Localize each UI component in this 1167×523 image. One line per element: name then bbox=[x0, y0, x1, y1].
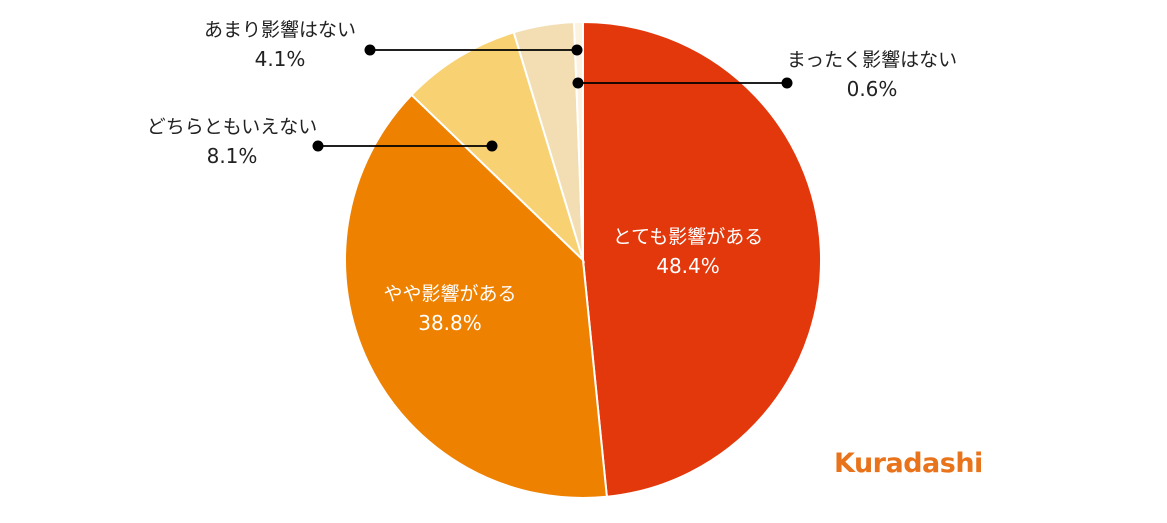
slice-value-label: 48.4% bbox=[656, 254, 720, 278]
kuradashi-logo: Kuradashi bbox=[834, 448, 983, 479]
callout-value-label: 4.1% bbox=[255, 47, 306, 71]
callout-dot bbox=[312, 140, 324, 152]
slice-value-label: 38.8% bbox=[418, 311, 482, 335]
callout-dot bbox=[571, 44, 583, 56]
callout-label: あまり影響はない bbox=[204, 19, 356, 41]
callout-dot bbox=[572, 77, 584, 89]
pie-slice bbox=[344, 93, 608, 499]
callout-label: どちらともいえない bbox=[147, 116, 318, 138]
slice-label: やや影響がある bbox=[383, 283, 516, 305]
callout-value-label: 0.6% bbox=[847, 77, 898, 101]
callout-dot bbox=[364, 44, 376, 56]
callout-value-label: 8.1% bbox=[207, 144, 258, 168]
slice-label: とても影響がある bbox=[613, 226, 763, 248]
callout-dot bbox=[781, 77, 793, 89]
callout-label: まったく影響はない bbox=[787, 49, 957, 71]
pie-slice bbox=[582, 20, 822, 498]
callout-dot bbox=[486, 140, 498, 152]
